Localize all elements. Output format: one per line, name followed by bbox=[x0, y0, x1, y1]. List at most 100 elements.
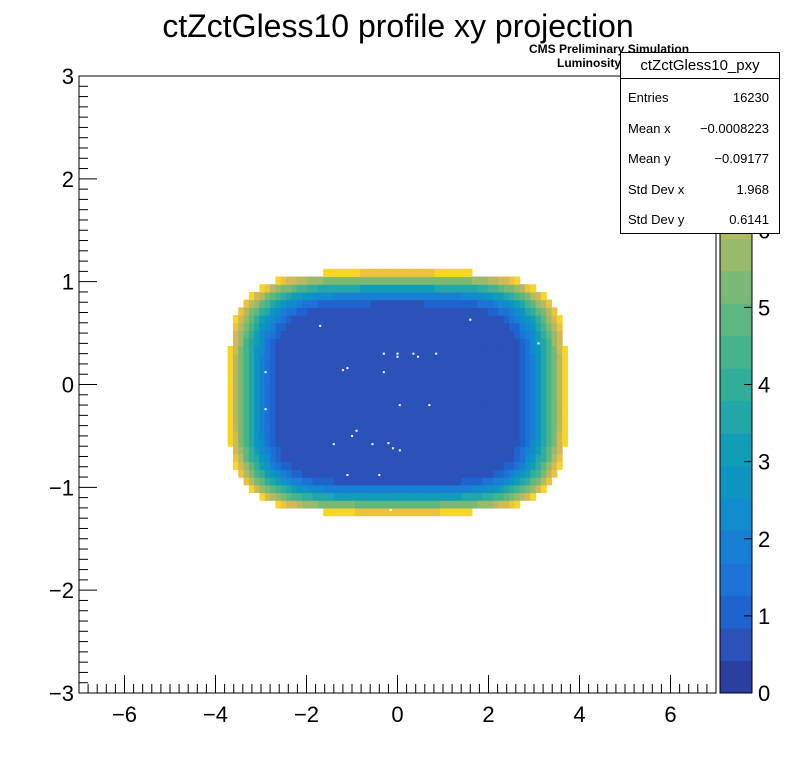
heatmap-bin bbox=[556, 453, 563, 463]
heatmap-bin bbox=[487, 446, 494, 455]
heatmap-bin bbox=[355, 345, 361, 355]
heatmap-bin bbox=[328, 276, 335, 285]
heatmap-bin bbox=[248, 338, 255, 347]
heatmap-bin bbox=[349, 500, 356, 509]
heatmap-bin bbox=[466, 376, 473, 386]
heatmap-bin bbox=[392, 423, 399, 432]
heatmap-bin bbox=[232, 322, 239, 332]
heatmap-bin bbox=[540, 415, 547, 424]
heatmap-bin bbox=[307, 315, 314, 324]
palette-band bbox=[720, 270, 752, 304]
heatmap-bin bbox=[413, 438, 420, 447]
heatmap-bin bbox=[344, 469, 351, 478]
heatmap-bin bbox=[259, 415, 266, 424]
empty-bin bbox=[387, 442, 390, 445]
heatmap-bin bbox=[291, 338, 298, 347]
heatmap-bin bbox=[307, 291, 314, 301]
heatmap-bin bbox=[519, 361, 526, 370]
heatmap-bin bbox=[339, 407, 346, 416]
heatmap-bin bbox=[482, 338, 489, 347]
heatmap-bin bbox=[301, 345, 308, 355]
stats-label: Std Dev y bbox=[628, 212, 685, 227]
heatmap-bin bbox=[546, 330, 553, 339]
heatmap-bin bbox=[328, 384, 335, 393]
heatmap-bin bbox=[477, 430, 484, 440]
heatmap-bin bbox=[296, 291, 303, 301]
heatmap-bin bbox=[381, 330, 388, 339]
heatmap-bin bbox=[413, 423, 420, 432]
heatmap-bin bbox=[307, 399, 314, 409]
heatmap-bin bbox=[498, 484, 505, 494]
heatmap-bin bbox=[344, 315, 351, 324]
heatmap-bin bbox=[296, 423, 303, 432]
heatmap-bin bbox=[254, 338, 261, 347]
heatmap-bin bbox=[264, 492, 271, 501]
heatmap-bin bbox=[413, 500, 420, 509]
heatmap-bin bbox=[397, 353, 404, 362]
heatmap-bin bbox=[349, 345, 356, 355]
heatmap-bin bbox=[408, 461, 415, 470]
heatmap-bin bbox=[413, 369, 420, 378]
heatmap-bin bbox=[524, 392, 531, 401]
heatmap-bin bbox=[466, 461, 473, 470]
heatmap-bin bbox=[562, 423, 568, 432]
heatmap-bin bbox=[264, 284, 271, 293]
heatmap-bin bbox=[546, 384, 553, 393]
heatmap-bin bbox=[259, 330, 266, 339]
heatmap-bin bbox=[402, 423, 409, 432]
heatmap-bin bbox=[370, 376, 377, 386]
heatmap-bin bbox=[445, 500, 452, 509]
heatmap-bin bbox=[238, 392, 245, 401]
stats-value: −0.0008223 bbox=[699, 121, 769, 136]
heatmap-bin bbox=[243, 376, 250, 386]
heatmap-bin bbox=[259, 461, 266, 470]
heatmap-bin bbox=[323, 345, 330, 355]
heatmap-bin bbox=[418, 299, 425, 308]
heatmap-bin bbox=[429, 291, 436, 301]
heatmap-bin bbox=[296, 299, 303, 308]
heatmap-bin bbox=[439, 353, 446, 362]
heatmap-bin bbox=[365, 345, 372, 355]
heatmap-bin bbox=[264, 384, 271, 393]
heatmap-bin bbox=[339, 376, 346, 386]
heatmap-bin bbox=[466, 361, 473, 370]
heatmap-bin bbox=[540, 477, 547, 486]
heatmap-bin bbox=[323, 353, 330, 362]
heatmap-bin bbox=[439, 453, 446, 463]
heatmap-bin bbox=[365, 384, 372, 393]
heatmap-bin bbox=[487, 307, 494, 316]
heatmap-bin bbox=[493, 438, 499, 447]
heatmap-bin bbox=[227, 407, 234, 416]
stats-row-std-x: Std Dev x 1.968 bbox=[621, 175, 779, 205]
heatmap-bin bbox=[248, 307, 255, 316]
heatmap-bin bbox=[344, 407, 351, 416]
heatmap-bin bbox=[519, 392, 526, 401]
heatmap-bin bbox=[344, 276, 351, 285]
heatmap-bin bbox=[270, 399, 277, 409]
heatmap-bin bbox=[397, 276, 404, 285]
heatmap-bin bbox=[333, 284, 340, 293]
heatmap-bin bbox=[445, 299, 452, 308]
heatmap-bin bbox=[323, 399, 330, 409]
heatmap-bin bbox=[349, 399, 356, 409]
palette-band bbox=[720, 660, 752, 694]
heatmap-bin bbox=[254, 307, 261, 316]
heatmap-bin bbox=[307, 430, 314, 440]
heatmap-bin bbox=[397, 438, 404, 447]
heatmap-bin bbox=[397, 307, 404, 316]
heatmap-bin bbox=[551, 384, 558, 393]
heatmap-bin bbox=[312, 322, 319, 332]
heatmap-bin bbox=[408, 392, 415, 401]
heatmap-bin bbox=[376, 415, 383, 424]
heatmap-bin bbox=[323, 299, 330, 308]
x-tick-label: 0 bbox=[391, 702, 403, 727]
heatmap-bin bbox=[243, 423, 250, 432]
heatmap-bin bbox=[519, 376, 526, 386]
heatmap-bin bbox=[280, 330, 287, 339]
heatmap-bin bbox=[402, 376, 409, 386]
heatmap-bin bbox=[339, 446, 346, 455]
heatmap-bin bbox=[349, 307, 356, 316]
heatmap-bin bbox=[232, 423, 239, 432]
heatmap-bin bbox=[530, 376, 537, 386]
heatmap-bin bbox=[286, 415, 292, 424]
